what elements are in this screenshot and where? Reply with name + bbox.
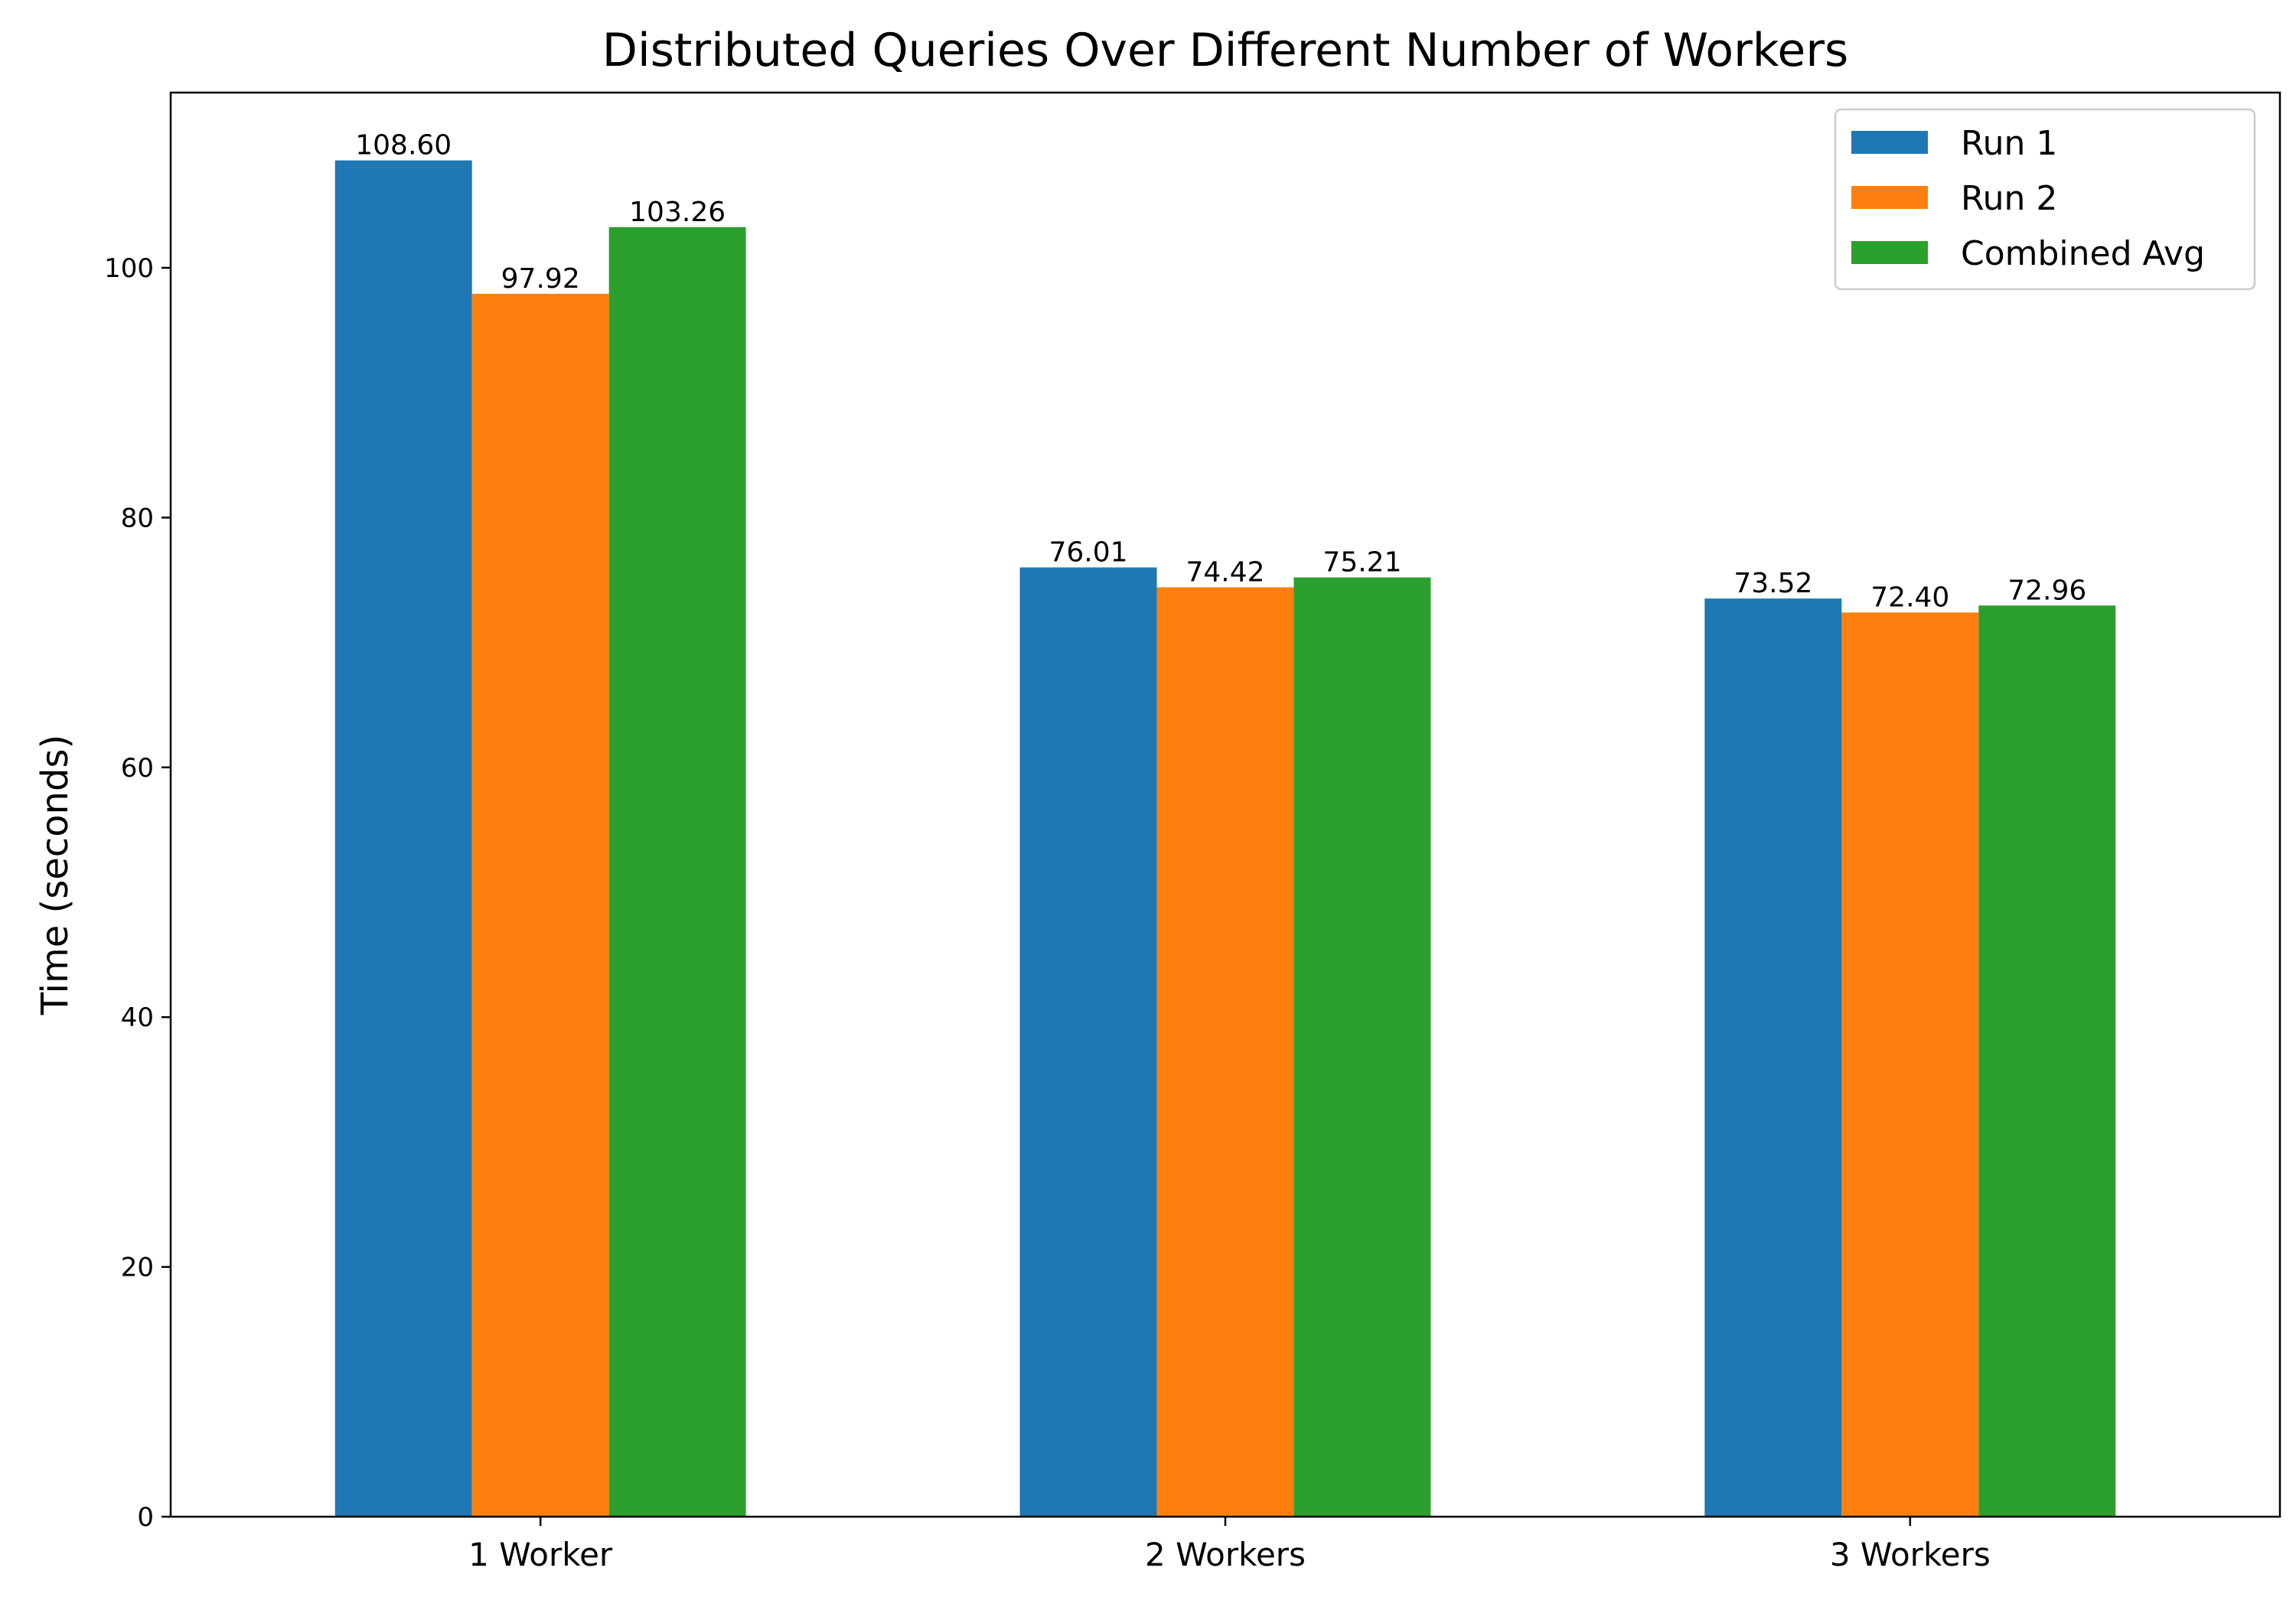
data-label-1-1: 108.60 <box>355 130 452 161</box>
bar-2-2 <box>1156 587 1294 1517</box>
data-label-3-1: 103.26 <box>629 197 726 228</box>
legend-items: Run 1 Run 2 Combined Avg <box>1851 124 2205 273</box>
chart-title: Distributed Queries Over Different Numbe… <box>602 24 1849 77</box>
legend-box <box>1834 108 2256 291</box>
data-label-3-3: 72.96 <box>2007 575 2086 606</box>
plot-frame <box>169 91 2281 1518</box>
bar-1-3 <box>1704 598 1842 1517</box>
legend-swatch-3 <box>1851 241 1928 264</box>
x-tick-label: 3 Workers <box>1830 1536 1991 1573</box>
bar-3-1 <box>608 227 746 1517</box>
y-axis-label: Time (seconds) <box>34 735 77 1015</box>
data-label-1-3: 73.52 <box>1733 568 1812 599</box>
bar-2-3 <box>1841 612 1979 1517</box>
legend-label-3: Combined Avg <box>1961 234 2205 273</box>
y-axis-ticks: 0 20 40 60 80 100 <box>104 253 171 1533</box>
y-tick-label: 60 <box>121 753 154 784</box>
legend-swatch-2 <box>1851 186 1928 209</box>
data-label-2-1: 97.92 <box>501 263 580 295</box>
x-tick-label: 1 Worker <box>468 1536 613 1573</box>
data-label-2-2: 74.42 <box>1186 556 1264 588</box>
y-tick-label: 0 <box>137 1502 154 1533</box>
bars-group <box>334 160 2116 1517</box>
y-tick-label: 100 <box>104 253 154 284</box>
data-label-3-2: 75.21 <box>1322 547 1401 579</box>
y-tick-label: 80 <box>121 503 154 533</box>
bar-1-1 <box>334 160 472 1517</box>
bar-3-2 <box>1293 577 1431 1517</box>
legend-label-1: Run 1 <box>1961 124 2057 163</box>
bar-1-2 <box>1019 567 1157 1517</box>
legend-label-2: Run 2 <box>1961 179 2057 218</box>
x-axis-ticks: 1 Worker 2 Workers 3 Workers <box>468 1517 1991 1573</box>
data-labels-group: 108.60 76.01 73.52 97.92 74.42 72.40 103.26 75.… <box>355 130 2086 614</box>
data-label-2-3: 72.40 <box>1870 582 1949 613</box>
legend: Run 1 Run 2 Combined Avg <box>1834 108 2256 291</box>
bar-3-3 <box>1978 605 2116 1517</box>
data-label-1-2: 76.01 <box>1049 536 1128 568</box>
legend-swatch-1 <box>1851 131 1928 154</box>
bar-2-1 <box>471 293 609 1517</box>
x-tick-label: 2 Workers <box>1145 1536 1306 1573</box>
y-tick-label: 20 <box>121 1253 154 1283</box>
y-tick-label: 40 <box>121 1002 154 1033</box>
